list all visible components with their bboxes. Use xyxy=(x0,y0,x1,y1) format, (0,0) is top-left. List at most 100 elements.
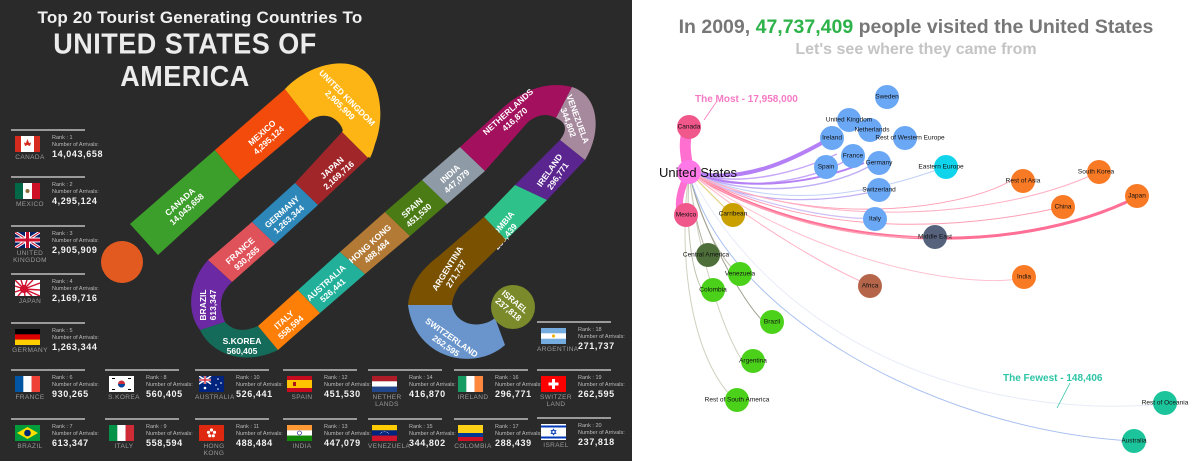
headline: In 2009, 47,737,409 people visited the U… xyxy=(678,16,1154,38)
node-label: Brazil xyxy=(763,318,781,326)
node-australia xyxy=(1122,429,1146,453)
network-right-panel: In 2009, 47,737,409 people visited the U… xyxy=(632,0,1200,461)
south-korea-flag-icon xyxy=(109,376,134,392)
node-label: Spain xyxy=(817,163,835,171)
rank-card-france: FRANCE Rank : 6 Number of Arrivals: 930,… xyxy=(11,369,99,409)
node-label: Germany xyxy=(865,159,893,167)
uk-flag-icon xyxy=(15,232,40,248)
segment-israel: ISRAEL237,818 xyxy=(491,285,535,329)
rank-card-hong-kong: HONG KONG Rank : 11 Number of Arrivals: … xyxy=(195,418,283,458)
node-sweden xyxy=(875,85,899,109)
france-flag-icon xyxy=(15,376,40,392)
italy-flag-icon xyxy=(109,425,134,441)
segment-india: INDIA447,079 xyxy=(422,147,485,204)
node-rest-of-asia xyxy=(1011,169,1035,193)
node-south-korea xyxy=(1087,160,1111,184)
germany-flag-icon xyxy=(15,329,40,345)
node-label: United Kingdom xyxy=(825,116,873,124)
node-canada xyxy=(677,115,701,139)
node-label: China xyxy=(1054,203,1072,211)
node-label: Japan xyxy=(1128,192,1146,200)
ireland-flag-icon xyxy=(458,376,483,392)
canada-flag-icon xyxy=(15,136,40,152)
segment-hong-kong: HONG KONG488,484 xyxy=(340,212,410,274)
node-mexico xyxy=(674,203,698,227)
flow-edges xyxy=(675,100,1165,442)
node-label: Mexico xyxy=(675,211,697,219)
infographic-left-panel: Top 20 Tourist Generating Countries To U… xyxy=(0,0,632,461)
node-argentina xyxy=(741,349,765,373)
segment-brazil: BRAZIL613,347 xyxy=(191,260,232,330)
node-label: Rest of Oceania xyxy=(1141,399,1189,407)
headline-total: 47,737,409 xyxy=(755,16,854,38)
node-label: Carribean xyxy=(718,210,748,218)
node-india xyxy=(1012,265,1036,289)
node-label: Italy xyxy=(869,215,881,223)
rank-card-colombia: COLOMBIA Rank : 17 Number of Arrivals: 2… xyxy=(454,418,542,458)
rank-card-australia: AUSTRALIA Rank : 10 Number of Arrivals: … xyxy=(195,369,283,409)
rank-card-italy: ITALY Rank : 9 Number of Arrivals: 558,5… xyxy=(105,418,193,458)
switzerland-flag-icon xyxy=(541,376,566,392)
segment-canada: CANADA14,043,658 xyxy=(130,150,240,255)
flow-nodes xyxy=(674,85,1177,453)
node-france xyxy=(841,144,865,168)
flow-network-chart xyxy=(674,85,1177,453)
node-china xyxy=(1051,195,1075,219)
node-rest-of-oceania xyxy=(1153,391,1177,415)
node-switzerland xyxy=(867,178,891,202)
brazil-flag-icon xyxy=(15,425,40,441)
rank-card-japan: JAPAN Rank : 4 Number of Arrivals: 2,169… xyxy=(11,273,99,313)
node-spain xyxy=(814,155,838,179)
annotation-fewest: The Fewest - 148,406 xyxy=(1003,373,1103,384)
japan-rising-sun-flag-icon xyxy=(15,280,40,296)
node-label: Sweden xyxy=(875,93,899,101)
node-label: India xyxy=(1016,273,1032,281)
spain-flag-icon xyxy=(287,376,312,392)
node-label: Netherlands xyxy=(854,126,890,134)
subheadline: Let's see where they came from xyxy=(795,41,1037,58)
winding-path-chart: CANADA14,043,658 MEXICO4,295,124 UNITED … xyxy=(101,63,596,359)
rank-card-canada: CANADA Rank : 1 Number of Arrivals: 14,0… xyxy=(11,129,102,169)
hong-kong-flag-icon xyxy=(199,425,224,441)
node-eastern-europe xyxy=(934,155,958,179)
node-africa xyxy=(858,274,882,298)
node-brazil xyxy=(760,310,784,334)
node-united-states xyxy=(677,160,701,184)
rank-card-india: INDIA Rank : 13 Number of Arrivals: 447,… xyxy=(283,418,371,458)
node-label: Venezuela xyxy=(724,270,756,278)
segment-switzerland: SWITZERLAND262,595 xyxy=(408,305,505,359)
node-germany xyxy=(867,151,891,175)
node-japan xyxy=(1125,184,1149,208)
hub-label-united-states: United States xyxy=(659,165,738,180)
node-netherlands xyxy=(858,118,882,142)
rank-card-s-korea: S.KOREA Rank : 8 Number of Arrivals: 560… xyxy=(105,369,193,409)
rank-card-brazil: BRAZIL Rank : 7 Number of Arrivals: 613,… xyxy=(11,418,99,458)
node-label: Eastern Europe xyxy=(918,163,964,171)
segment-argentina: ARGENTINA271,737 xyxy=(408,217,506,305)
colombia-flag-icon xyxy=(458,425,483,441)
divider xyxy=(11,129,85,131)
node-ireland xyxy=(820,126,844,150)
node-label: Rest of South America xyxy=(704,396,770,404)
node-label: Australia xyxy=(1121,437,1147,445)
node-label: Ireland xyxy=(822,134,842,142)
node-label: Africa xyxy=(861,282,879,290)
rank-card-switzerland: SWITZER LAND Rank : 19 Number of Arrival… xyxy=(537,369,625,409)
rank-card-united-kingdom: UNITED KINGDOM Rank : 3 Number of Arriva… xyxy=(11,225,99,265)
india-flag-icon xyxy=(287,425,312,441)
israel-flag-icon xyxy=(541,424,566,440)
start-dot xyxy=(101,241,143,283)
rank-card-israel: ISRAEL Rank : 20 Number of Arrivals: 237… xyxy=(537,417,625,457)
node-label: Rest of Western Europe xyxy=(875,134,945,142)
venezuela-flag-icon xyxy=(372,425,397,441)
rank-card-argentina: ARGENTINA Rank : 18 Number of Arrivals: … xyxy=(537,321,625,361)
annotation-most: The Most - 17,958,000 xyxy=(695,94,798,105)
rank-card-mexico: MEXICO Rank : 2 Number of Arrivals: 4,29… xyxy=(11,176,99,216)
segment-italy: ITALY558,594 xyxy=(258,290,320,350)
australia-flag-icon xyxy=(199,376,224,392)
node-label: Switzerland xyxy=(862,186,896,194)
infographic-title-line2: UNITED STATES OF AMERICA xyxy=(53,28,317,93)
node-middle-east xyxy=(923,225,947,249)
node-united-kingdom xyxy=(837,108,861,132)
